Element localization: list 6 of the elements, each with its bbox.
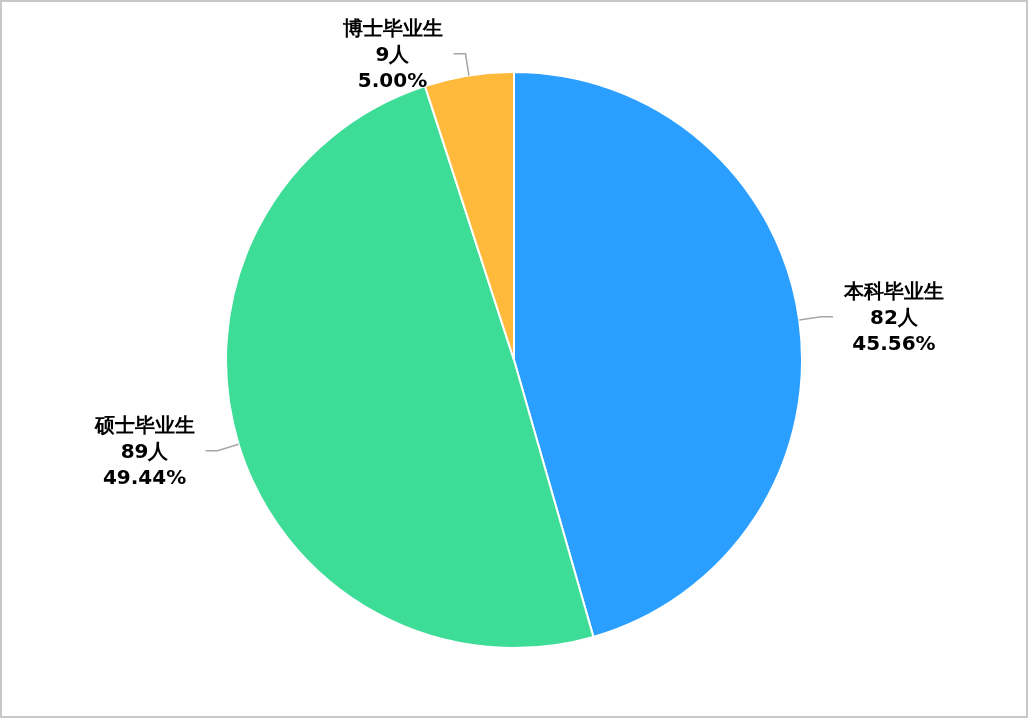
slice-label: 本科毕业生 xyxy=(842,278,944,303)
data-label: 82人 45.56% xyxy=(852,304,936,355)
data-label: 9人 5.00% xyxy=(357,41,428,92)
data-label: 89人 49.44% xyxy=(102,438,187,489)
slice-label: 博士毕业生 xyxy=(341,15,443,40)
slice-label: 硕士毕业生 xyxy=(93,412,195,437)
